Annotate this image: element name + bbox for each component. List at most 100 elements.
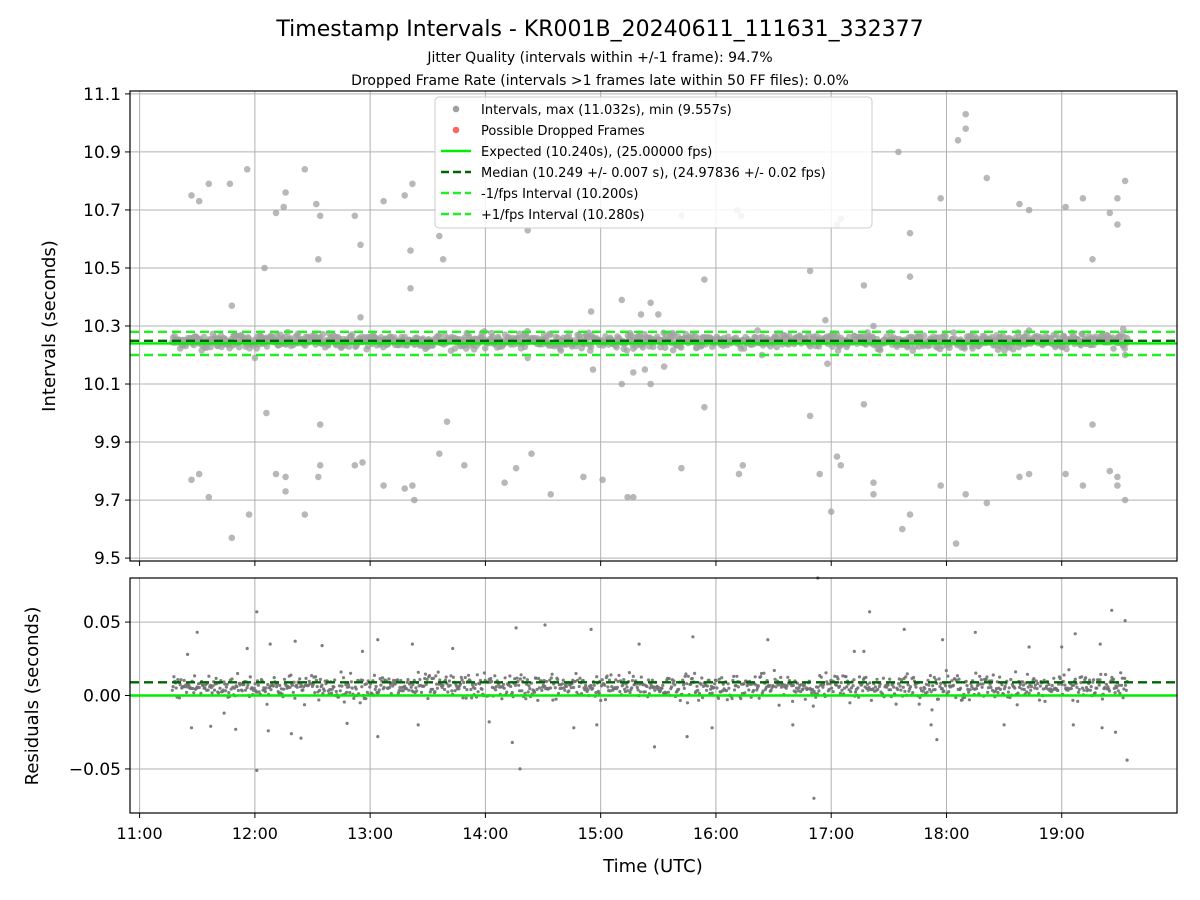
residuals-point (917, 702, 921, 706)
residuals-point (431, 676, 436, 681)
residuals-point (898, 684, 902, 688)
residuals-point (603, 698, 608, 702)
intervals-outlier-point (870, 479, 877, 487)
residuals-point (236, 688, 240, 693)
residuals-point (575, 690, 579, 694)
residuals-outlier-point (543, 623, 547, 627)
residuals-point (622, 678, 626, 682)
residuals-point (710, 691, 714, 695)
residuals-point (396, 691, 400, 695)
residuals-point (756, 684, 761, 688)
residuals-point (974, 671, 978, 675)
residuals-point (225, 682, 229, 686)
residuals-point (372, 673, 377, 678)
x-axis-label: Time (UTC) (602, 856, 703, 877)
intervals-y-tick-label: 10.3 (83, 317, 121, 337)
residuals-outlier-point (376, 638, 380, 642)
legend-label: -1/fps Interval (10.200s) (481, 187, 638, 202)
residuals-outlier-point (376, 735, 380, 739)
residuals-point (626, 689, 630, 693)
residuals-outlier-point (293, 639, 297, 643)
residuals-point (210, 691, 214, 695)
residuals-panel: −0.050.000.05 11:00 12:00 13:00 14:00 15:00 1… (22, 576, 1178, 843)
residuals-point (1056, 688, 1060, 693)
residuals-outlier-point (766, 638, 770, 642)
residuals-point (826, 682, 830, 686)
residuals-point (182, 678, 186, 683)
residuals-point (900, 678, 904, 682)
intervals-outlier-point (806, 412, 814, 420)
residuals-point (907, 689, 911, 693)
residuals-point (438, 678, 442, 682)
residuals-point (666, 690, 671, 694)
residuals-point (1092, 678, 1096, 682)
intervals-outlier-point (261, 264, 268, 272)
residuals-point (422, 684, 426, 688)
residuals-point (643, 690, 647, 694)
residuals-outlier-point (510, 740, 514, 745)
residuals-y-axis-label: Residuals (seconds) (22, 607, 43, 786)
residuals-point (630, 679, 635, 683)
residuals-point (1071, 698, 1075, 703)
residuals-point (950, 679, 954, 683)
residuals-outlier-point (189, 726, 194, 730)
residuals-point (1123, 683, 1128, 687)
intervals-point (950, 329, 957, 336)
residuals-point (1103, 685, 1107, 690)
residuals-point (242, 683, 246, 687)
residuals-point (767, 683, 772, 687)
residuals-point (1000, 683, 1004, 687)
residuals-point (563, 688, 567, 692)
residuals-point (856, 686, 860, 690)
residuals-point (232, 686, 236, 690)
residuals-point (338, 689, 342, 693)
residuals-point (403, 684, 407, 688)
residuals-point (989, 685, 993, 690)
residuals-point (1067, 668, 1071, 672)
intervals-outlier-point (1016, 473, 1023, 481)
intervals-outlier-point (407, 285, 414, 292)
residuals-outlier-point (685, 735, 689, 739)
residuals-point (1086, 688, 1090, 692)
intervals-outlier-point (301, 166, 309, 173)
residuals-point (817, 689, 821, 693)
residuals-point (966, 687, 970, 692)
x-tick-label: 16:00 (693, 824, 739, 843)
residuals-point (199, 691, 203, 696)
residuals-point (1058, 676, 1062, 681)
residuals-outlier-point (487, 720, 491, 724)
residuals-point (639, 675, 643, 679)
residuals-point (257, 690, 261, 694)
residuals-point (377, 688, 381, 692)
residuals-point (853, 690, 858, 694)
residuals-point (574, 671, 578, 676)
intervals-outlier-point (357, 314, 364, 321)
residuals-point (1122, 687, 1126, 691)
intervals-outlier-point (282, 189, 289, 196)
residuals-outlier-point (518, 767, 522, 771)
residuals-point (523, 691, 527, 696)
intervals-point (773, 343, 780, 351)
residuals-point (339, 670, 343, 674)
residuals-point (1042, 678, 1046, 682)
residuals-point (502, 686, 506, 690)
residuals-point (560, 682, 565, 686)
residuals-outlier-point (255, 768, 259, 773)
residuals-point (936, 697, 940, 701)
residuals-point (288, 685, 292, 689)
residuals-point (599, 684, 604, 688)
intervals-outlier-point (263, 409, 270, 417)
residuals-point (435, 682, 439, 686)
residuals-point (908, 685, 913, 689)
residuals-point (1080, 686, 1085, 690)
residuals-point (426, 696, 430, 701)
intervals-point (1063, 345, 1070, 353)
intervals-point (435, 332, 443, 340)
residuals-outlier-point (935, 738, 939, 742)
residuals-point (851, 684, 855, 688)
residuals-point (684, 672, 688, 676)
residuals-point (314, 675, 318, 679)
residuals-point (451, 675, 455, 679)
residuals-point (264, 686, 268, 690)
residuals-point (1075, 685, 1079, 689)
